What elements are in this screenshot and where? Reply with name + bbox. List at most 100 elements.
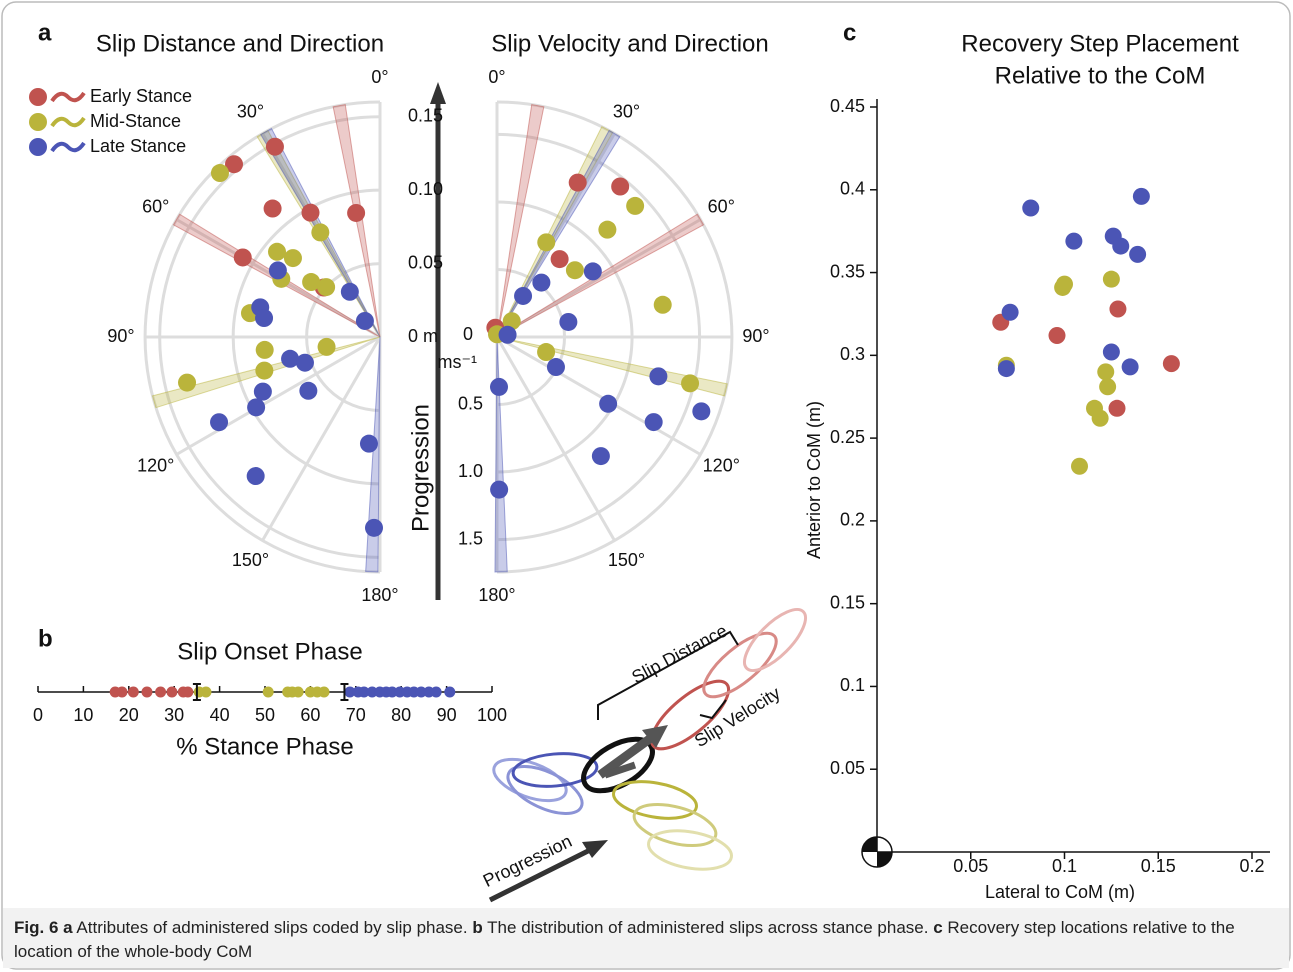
theta-tick-label: 150°	[232, 550, 269, 570]
point	[253, 382, 272, 401]
x-tick-label: 40	[210, 705, 230, 725]
point	[355, 311, 374, 330]
point	[1071, 457, 1088, 475]
x-tick-label: 90	[437, 705, 457, 725]
x-tick-label: 20	[119, 705, 139, 725]
distance-bracket	[597, 630, 739, 720]
point	[583, 262, 602, 281]
point	[649, 367, 668, 386]
point	[200, 686, 212, 698]
x-tick-label: 60	[300, 705, 320, 725]
x-tick-label: 50	[255, 705, 275, 725]
point	[537, 343, 556, 362]
progression-label: Progression	[407, 404, 434, 532]
point	[1108, 399, 1126, 417]
spoke	[496, 218, 702, 339]
foot-outline	[511, 752, 599, 788]
legend-marker	[29, 138, 47, 156]
mean-direction	[496, 103, 545, 338]
point	[1102, 343, 1120, 361]
point	[233, 248, 252, 267]
r-tick-label: 0.15	[408, 105, 443, 125]
point	[265, 137, 284, 156]
foot-outline	[492, 757, 568, 803]
panel-label: a	[38, 19, 52, 46]
point	[591, 447, 610, 466]
r-tick-label: 0.05	[408, 252, 443, 272]
slip-arrow	[597, 731, 658, 779]
x-tick-label: 0	[33, 705, 43, 725]
point	[1056, 275, 1073, 293]
point	[365, 518, 384, 537]
arrow-head	[582, 840, 608, 858]
point	[344, 686, 356, 698]
point	[268, 261, 287, 280]
point	[366, 686, 378, 698]
point	[210, 164, 229, 183]
x-axis-label: Lateral to CoM (m)	[985, 882, 1135, 902]
theta-tick-label: 60°	[142, 196, 169, 216]
point	[444, 686, 456, 698]
foot-diagram	[488, 608, 807, 903]
caption-text: Recovery step locations relative to the …	[14, 918, 1235, 961]
point	[340, 282, 359, 301]
y-tick-label: 0.1	[840, 675, 865, 695]
theta-tick-label: 90°	[107, 326, 134, 346]
point	[490, 377, 509, 396]
point	[246, 467, 265, 486]
chart-title: Relative to the CoM	[995, 62, 1206, 89]
point	[1065, 232, 1083, 250]
point	[568, 173, 587, 192]
point	[1129, 245, 1147, 263]
point	[997, 360, 1015, 378]
point	[502, 312, 521, 331]
point	[1099, 378, 1117, 396]
spoke	[175, 335, 381, 456]
point	[386, 686, 398, 698]
legend-label: Late Stance	[90, 136, 186, 156]
point	[490, 480, 509, 499]
r-tick-label: 0 m	[408, 326, 438, 346]
point	[255, 309, 274, 328]
point	[178, 373, 197, 392]
caption-letter: b	[472, 918, 483, 937]
point	[546, 358, 565, 377]
point	[311, 223, 330, 242]
r-tick-label: 1.0	[458, 461, 483, 481]
point	[225, 155, 244, 174]
point	[1102, 270, 1120, 288]
caption-text: Attributes of administered slips coded b…	[76, 918, 468, 937]
r-unit: ms⁻¹	[438, 352, 478, 372]
x-axis-label: % Stance Phase	[176, 733, 353, 760]
progression-arrow	[488, 847, 592, 903]
y-tick-label: 0.35	[830, 261, 865, 281]
point	[255, 340, 274, 359]
foot-outline	[743, 608, 807, 672]
caption-letter: a	[63, 918, 73, 937]
x-tick-label: 0.1	[1052, 856, 1077, 876]
x-tick-label: 0.2	[1239, 856, 1264, 876]
point	[692, 402, 711, 421]
y-tick-label: 0.4	[840, 179, 865, 199]
theta-tick-label: 180°	[478, 585, 515, 605]
point	[1121, 358, 1139, 376]
point	[262, 686, 274, 698]
point	[598, 220, 617, 239]
spoke	[496, 335, 702, 456]
error-bar	[340, 683, 349, 701]
velocity-bracket	[699, 699, 727, 720]
r-tick-label: 0	[463, 324, 473, 344]
point	[1132, 187, 1150, 205]
point	[247, 398, 266, 417]
point	[537, 233, 556, 252]
r-tick-label: 0.5	[458, 393, 483, 413]
point	[1022, 199, 1040, 217]
r-tick-label: 0.10	[408, 179, 443, 199]
legend-marker	[50, 116, 86, 128]
point	[626, 196, 645, 215]
point	[1091, 409, 1109, 427]
caption-bg	[3, 908, 1289, 968]
